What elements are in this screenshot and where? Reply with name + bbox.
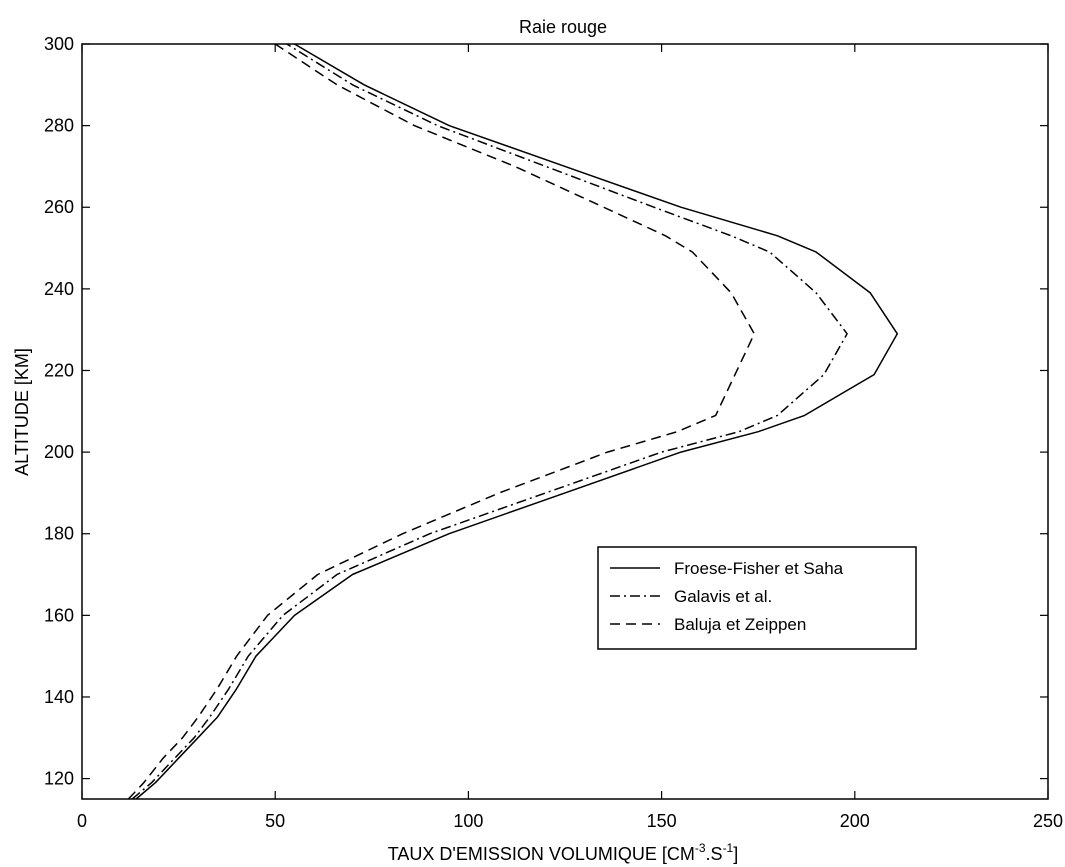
x-axis-title-prefix: TAUX D'EMISSION VOLUMIQUE [CM (388, 844, 695, 864)
x-tick-label-4: 200 (840, 811, 870, 831)
x-axis-title: TAUX D'EMISSION VOLUMIQUE [CM-3.S-1] (388, 841, 739, 864)
y-axis-title: ALTITUDE [KM] (12, 348, 32, 476)
x-axis-title-mid: .S (706, 844, 723, 864)
y-tick-label-8: 280 (44, 116, 74, 136)
x-tick-label-2: 100 (453, 811, 483, 831)
chart-title: Raie rouge (519, 17, 607, 37)
tick-layer: 0 50 100 150 200 250 120 140 160 180 200 220 240 260 2… (44, 34, 1063, 831)
y-tick-label-3: 180 (44, 524, 74, 544)
legend-label-1: Galavis et al. (674, 587, 772, 606)
x-tick-label-1: 50 (265, 811, 285, 831)
y-tick-label-5: 220 (44, 360, 74, 380)
legend-label-2: Baluja et Zeippen (674, 615, 806, 634)
x-axis-title-sup2: -1 (723, 841, 734, 855)
x-tick-label-3: 150 (647, 811, 677, 831)
y-tick-label-1: 140 (44, 687, 74, 707)
x-axis-title-sup1: -3 (695, 841, 706, 855)
plot-layer (81, 43, 1049, 800)
legend: Froese-Fisher et Saha Galavis et al. Bal… (597, 546, 917, 650)
y-tick-label-0: 120 (44, 769, 74, 789)
y-tick-label-9: 300 (44, 34, 74, 54)
x-axis-title-suffix: ] (733, 844, 738, 864)
y-tick-label-4: 200 (44, 442, 74, 462)
legend-box (597, 546, 917, 650)
y-tick-label-2: 160 (44, 605, 74, 625)
x-tick-label-0: 0 (77, 811, 87, 831)
legend-label-0: Froese-Fisher et Saha (674, 559, 844, 578)
series-line-2 (127, 43, 756, 800)
plot-frame (81, 43, 1049, 800)
x-tick-label-5: 250 (1033, 811, 1063, 831)
series-line-1 (131, 43, 848, 800)
y-tick-label-7: 260 (44, 197, 74, 217)
y-tick-label-6: 240 (44, 279, 74, 299)
series-line-0 (135, 43, 899, 800)
